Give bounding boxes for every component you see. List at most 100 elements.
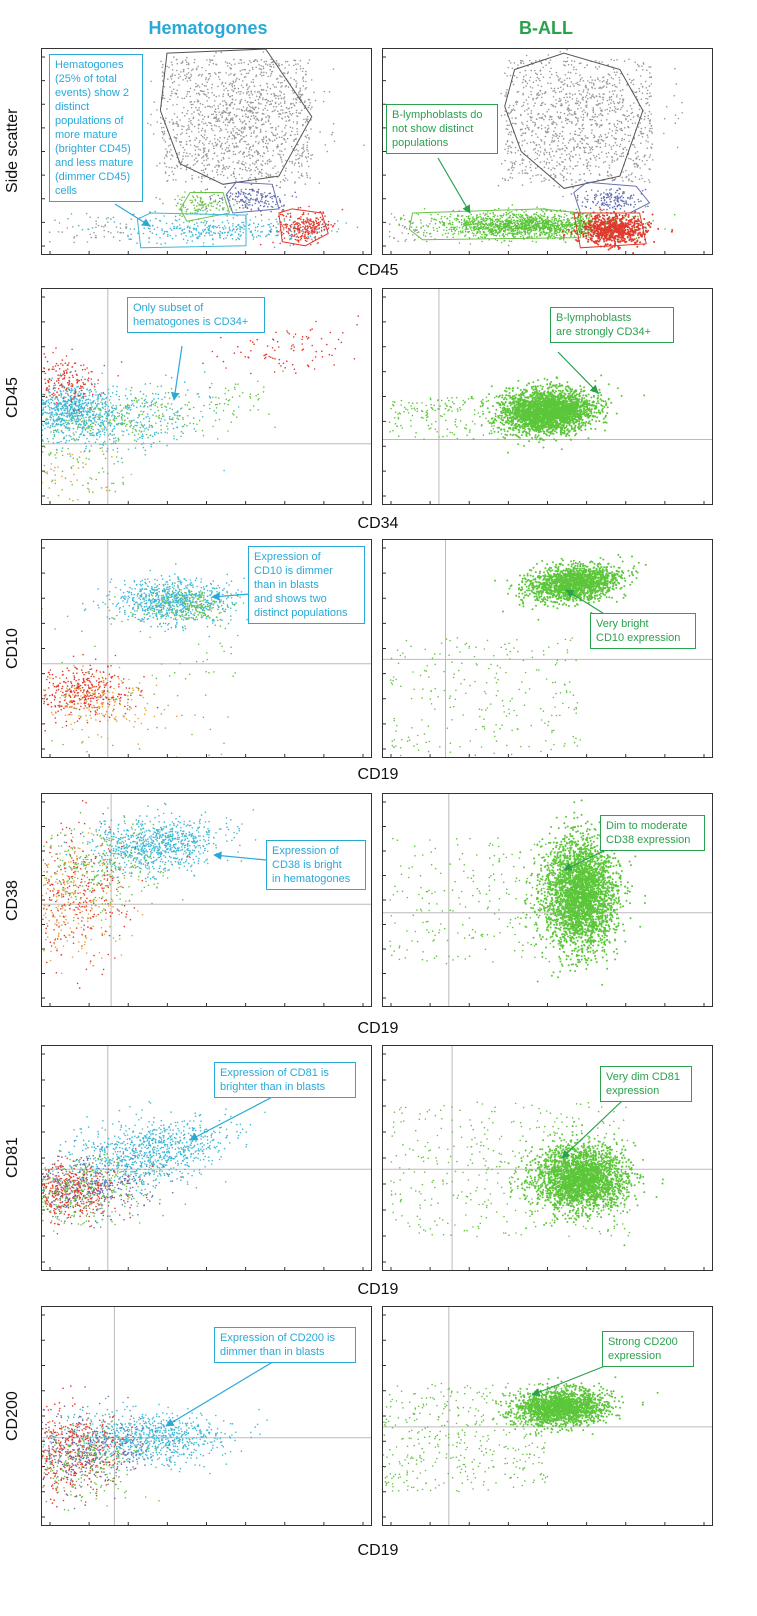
annotation-line: more mature [55, 128, 137, 142]
event-dots [42, 800, 257, 989]
annotation-line: Strong CD200 [608, 1335, 688, 1349]
axis-ticks [383, 1314, 705, 1525]
axis-ticks [383, 801, 705, 1006]
axis-ticks [42, 56, 364, 254]
annotation-line: Very dim CD81 [606, 1070, 686, 1084]
annotation-hematogones-row4: Expression of CD38 is bright in hematogone… [266, 840, 366, 890]
quadrant-lines [383, 1307, 712, 1525]
annotation-b-all-row3: Very bright CD10 expression [590, 613, 696, 649]
annotation-line: Dim to moderate [606, 819, 699, 833]
y-axis-label: CD45 [4, 290, 34, 505]
x-axis-label: CD34 [318, 515, 438, 533]
annotation-line: hematogones is CD34+ [133, 315, 259, 329]
annotation-b-all-row1: B-lymphoblasts do not show distinct popula… [386, 104, 498, 154]
gate-outline [225, 181, 280, 214]
y-axis-label: CD10 [4, 540, 34, 757]
x-axis-label: CD19 [318, 1542, 438, 1560]
annotation-line: populations of [55, 114, 137, 128]
axis-ticks [42, 547, 364, 757]
gate-outline [179, 192, 231, 222]
annotation-line: are strongly CD34+ [556, 325, 668, 339]
plot-canvas [42, 540, 371, 757]
event-dots [48, 51, 365, 249]
plot-canvas [383, 289, 712, 504]
gate-outline [278, 208, 329, 247]
annotation-line: Expression of CD200 is [220, 1331, 350, 1345]
annotation-line: populations [392, 136, 492, 150]
annotation-line: CD10 is dimmer [254, 564, 359, 578]
x-axis-label: CD19 [318, 1020, 438, 1038]
annotation-line: expression [606, 1084, 686, 1098]
event-dots [389, 799, 647, 986]
annotation-line: CD38 expression [606, 833, 699, 847]
annotation-line: distinct populations [254, 606, 359, 620]
annotation-b-all-row6: Strong CD200 expression [602, 1331, 694, 1367]
column-title-hematogones: Hematogones [108, 18, 308, 39]
annotation-line: cells [55, 184, 137, 198]
gate-outline [504, 52, 644, 189]
annotation-hematogones-row3: Expression of CD10 is dimmer than in blast… [248, 546, 365, 624]
event-dots [390, 1101, 664, 1247]
axis-ticks [383, 547, 705, 757]
annotation-line: Expression of [254, 550, 359, 564]
annotation-line: in hematogones [272, 872, 360, 886]
annotation-line: brighter than in blasts [220, 1080, 350, 1094]
scatter-plot-row4-hematogones [41, 793, 372, 1007]
plot-canvas [42, 1307, 371, 1525]
annotation-hematogones-row5: Expression of CD81 is brighter than in bl… [214, 1062, 356, 1098]
annotation-line: CD38 is bright [272, 858, 360, 872]
axis-ticks [42, 801, 364, 1006]
event-dots [388, 374, 646, 454]
quadrant-lines [383, 540, 712, 757]
annotation-b-all-row5: Very dim CD81 expression [600, 1066, 692, 1102]
plot-canvas [42, 289, 371, 504]
x-axis-label: CD19 [318, 766, 438, 784]
quadrant-lines [42, 794, 371, 1006]
axis-ticks [383, 296, 705, 504]
quadrant-lines [383, 794, 712, 1006]
event-dots [42, 1096, 266, 1235]
column-title-b-all: B-ALL [446, 18, 646, 39]
annotation-b-all-row2: B-lymphoblasts are strongly CD34+ [550, 307, 674, 343]
annotation-line: (dimmer CD45) [55, 170, 137, 184]
plot-canvas [383, 49, 705, 254]
plot-canvas [42, 794, 371, 1006]
annotation-line: dimmer than in blasts [220, 1345, 350, 1359]
annotation-line: Expression of [272, 844, 360, 858]
annotation-line: B-lymphoblasts do [392, 108, 492, 122]
annotation-line: B-lymphoblasts [556, 311, 668, 325]
event-dots [388, 49, 683, 254]
y-axis-label: CD81 [4, 1046, 34, 1270]
annotation-line: Only subset of [133, 301, 259, 315]
annotation-line: and less mature [55, 156, 137, 170]
event-dots [389, 553, 647, 757]
annotation-line: Expression of CD81 is [220, 1066, 350, 1080]
x-axis-label: CD45 [318, 262, 438, 280]
quadrant-lines [383, 289, 712, 504]
annotation-line: events) show 2 [55, 86, 137, 100]
quadrant-lines [42, 289, 371, 504]
plot-canvas [383, 794, 712, 1006]
event-dots [42, 315, 360, 502]
y-axis-label: Side scatter [4, 48, 34, 253]
plot-canvas [42, 49, 365, 254]
annotation-line: Very bright [596, 617, 690, 631]
event-dots [42, 563, 281, 757]
annotation-line: distinct [55, 100, 137, 114]
x-axis-label: CD19 [318, 1281, 438, 1299]
annotation-line: not show distinct [392, 122, 492, 136]
gate-outline [573, 212, 647, 249]
gate-outline [159, 49, 313, 185]
y-axis-label: CD200 [4, 1307, 34, 1525]
axis-ticks [383, 56, 705, 254]
axis-ticks [383, 1053, 705, 1270]
annotation-line: (brighter CD45) [55, 142, 137, 156]
plot-canvas [383, 540, 712, 757]
annotation-line: Hematogones [55, 58, 137, 72]
annotation-hematogones-row2: Only subset of hematogones is CD34+ [127, 297, 265, 333]
gate-outline [408, 208, 581, 241]
annotation-line: expression [608, 1349, 688, 1363]
annotation-hematogones-row1: Hematogones (25% of total events) show 2 di… [49, 54, 143, 202]
y-axis-label: CD38 [4, 795, 34, 1007]
annotation-line: and shows two [254, 592, 359, 606]
